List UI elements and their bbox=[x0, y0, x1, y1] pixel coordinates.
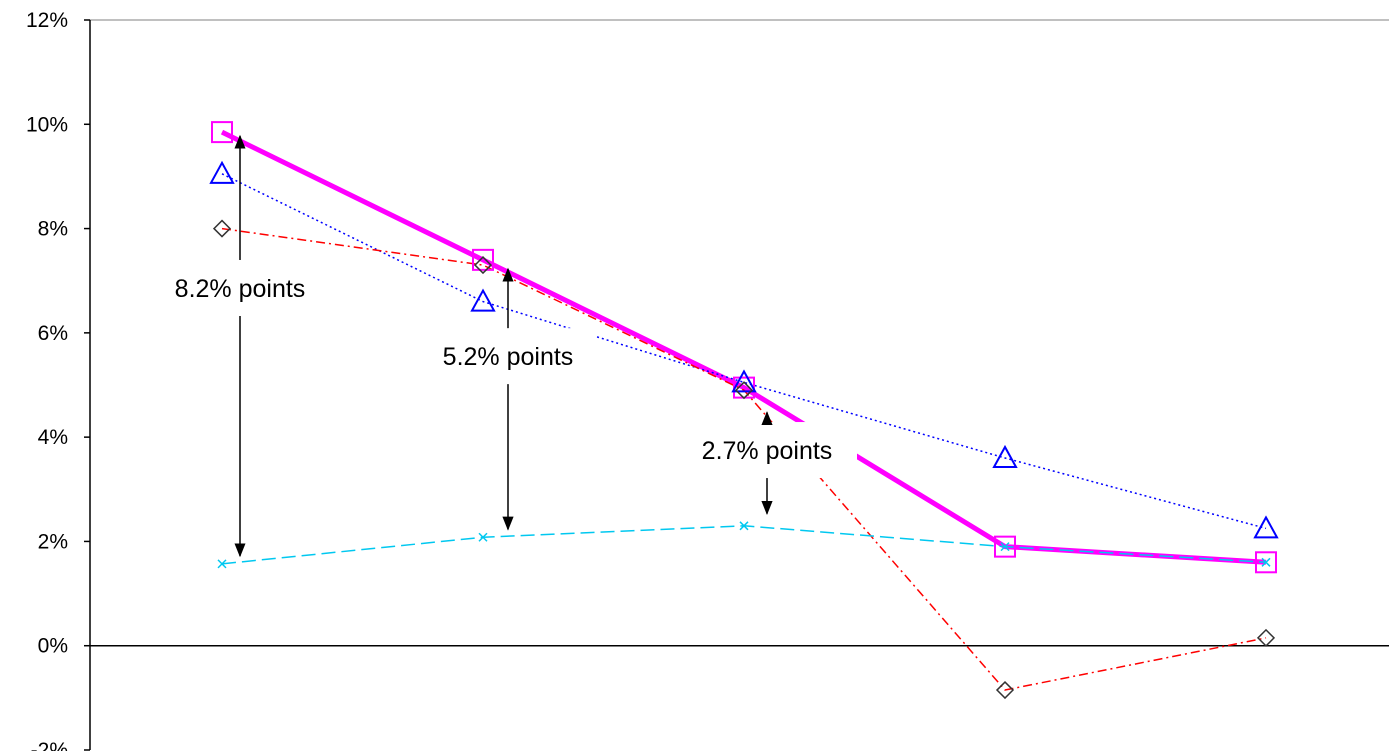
series-point-cyan bbox=[1000, 542, 1010, 552]
y-tick-label: 0% bbox=[38, 635, 68, 658]
annotation-label: 8.2% points bbox=[175, 275, 306, 303]
series-point-cyan bbox=[739, 521, 749, 531]
series-point-red bbox=[473, 256, 493, 275]
series-line-magenta bbox=[220, 129, 1267, 565]
y-tick-label: 2% bbox=[38, 530, 68, 553]
series-point-red bbox=[212, 219, 232, 238]
series-point-magenta bbox=[1255, 551, 1277, 574]
y-tick-label: 10% bbox=[26, 113, 68, 136]
series-point-cyan bbox=[1261, 557, 1271, 567]
y-tick-label: -2% bbox=[31, 739, 68, 751]
series-point-magenta bbox=[211, 121, 233, 144]
annotation-box bbox=[420, 328, 596, 385]
series-point-magenta bbox=[472, 248, 494, 271]
series-point-blue bbox=[731, 369, 757, 393]
annotation-label: 5.2% points bbox=[443, 343, 574, 371]
annotation-box bbox=[677, 422, 857, 479]
series-point-blue bbox=[992, 444, 1018, 468]
annotation-box bbox=[152, 259, 328, 316]
y-tick-label: 6% bbox=[38, 322, 68, 345]
series-point-red bbox=[1256, 628, 1276, 647]
series-point-red bbox=[995, 680, 1015, 700]
series-point-cyan bbox=[478, 532, 488, 542]
series-point-blue bbox=[1253, 515, 1279, 539]
series-point-blue bbox=[209, 160, 235, 184]
series-line-cyan bbox=[221, 525, 1267, 565]
series-point-cyan bbox=[217, 559, 227, 569]
series-point-magenta bbox=[994, 535, 1016, 558]
series-line-blue bbox=[221, 173, 1267, 530]
annotation-label: 2.7% points bbox=[702, 437, 833, 465]
y-tick-label: 8% bbox=[38, 218, 68, 241]
y-tick-label: 4% bbox=[38, 426, 68, 449]
y-tick-label: 12% bbox=[26, 9, 68, 32]
series-point-blue bbox=[470, 288, 496, 312]
series-point-red bbox=[734, 381, 754, 400]
series-line-red bbox=[221, 227, 1267, 691]
